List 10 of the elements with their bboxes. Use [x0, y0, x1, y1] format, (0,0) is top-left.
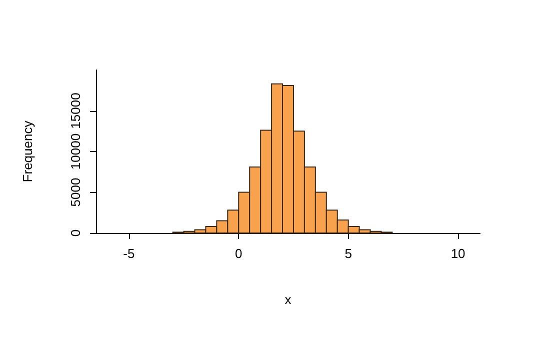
y-axis-title: Frequency	[20, 120, 35, 182]
x-axis-title: x	[284, 292, 292, 307]
y-tick-label: 10000	[68, 133, 83, 170]
x-tick-label: 0	[235, 246, 242, 261]
x-tick-label: 5	[344, 246, 352, 261]
y-tick-label: 0	[68, 229, 83, 237]
x-tick-label: -5	[123, 246, 135, 261]
y-tick-label: 5000	[68, 178, 83, 207]
x-tick-label: 10	[450, 246, 466, 261]
y-tick-label: 15000	[68, 92, 83, 129]
